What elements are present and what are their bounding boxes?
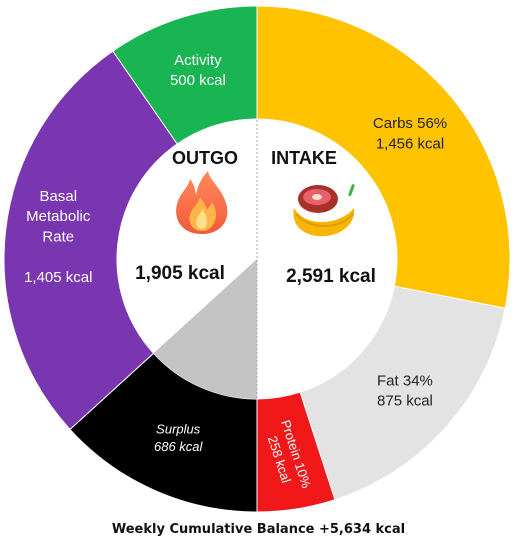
surplus-slice-label: Surplus 686 kcal (154, 422, 204, 455)
activity-slice-label: Activity 500 kcal (170, 52, 226, 89)
weekly-balance-caption: Weekly Cumulative Balance +5,634 kcal (111, 522, 406, 537)
outgo-total: 1,905 kcal (135, 263, 225, 284)
surplus-inner-wedge (153, 259, 257, 399)
fat-slice-label: Fat 34% 875 kcal (377, 372, 433, 409)
bmr-slice-label: Basal Metabolic Rate 1,405 kcal (24, 188, 92, 286)
intake-label: INTAKE (271, 148, 337, 168)
carbs-slice-label: Carbs 56% 1,456 kcal (373, 115, 447, 152)
intake-total: 2,591 kcal (286, 266, 376, 287)
food-icon (293, 184, 355, 237)
outgo-label: OUTGO (172, 148, 238, 168)
fire-icon (176, 171, 228, 234)
